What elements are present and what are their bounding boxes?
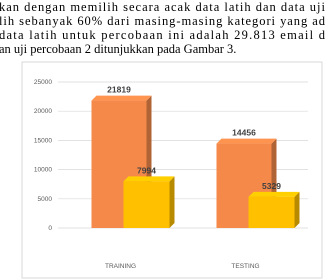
y-tick-label: 25000 <box>34 79 52 86</box>
data-label: 7994 <box>137 165 156 175</box>
text-line: lih sebanyak 60% dari masing-masing kate… <box>0 14 326 28</box>
y-tick-label: 20000 <box>34 108 52 115</box>
x-tick-label: TRAINING <box>105 263 136 270</box>
bar-top <box>248 191 300 197</box>
bar <box>248 196 295 228</box>
text-line: kan dengan memilih secara acak data lati… <box>0 0 326 14</box>
y-tick-label: 5000 <box>38 196 53 203</box>
chart-frame <box>21 61 323 279</box>
y-tick-label: 10000 <box>34 167 52 174</box>
text-line: an uji percobaan 2 ditunjukkan pada Gamb… <box>0 42 236 56</box>
bar-top <box>91 95 152 101</box>
paragraph: kan dengan memilih secara acak data lati… <box>0 0 326 56</box>
y-tick-label: 0 <box>48 225 52 232</box>
y-tick-label: 15000 <box>34 137 52 144</box>
chart: 0 5000 10000 15000 20000 25000 TRAINING 21819 79… <box>34 79 308 270</box>
data-label: 14456 <box>232 128 256 138</box>
bar <box>123 181 170 228</box>
data-label: 5329 <box>262 181 281 191</box>
x-tick-label: TESTING <box>231 263 259 270</box>
text-line: data latih untuk percobaan ini adalah 29… <box>0 28 326 42</box>
bar-top <box>216 138 277 144</box>
data-label: 21819 <box>107 85 131 95</box>
bar-side <box>294 191 300 228</box>
bar-side <box>169 176 175 228</box>
bar-top <box>123 176 175 182</box>
